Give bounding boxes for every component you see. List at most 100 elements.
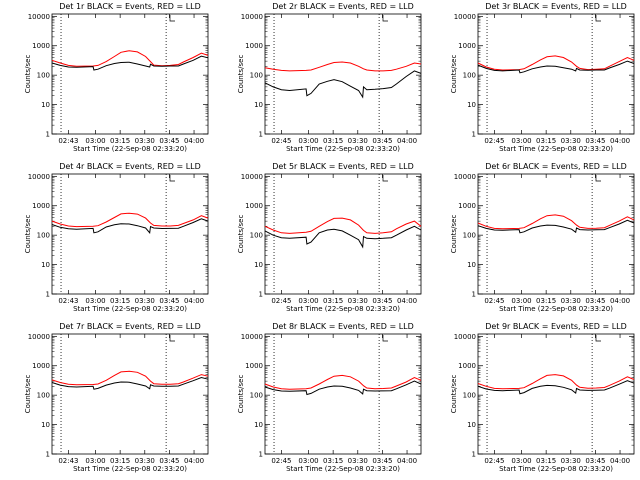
y-tick-label: 1: [472, 291, 476, 299]
y-tick-label: 10: [467, 421, 476, 429]
x-tick-label: 03:00: [85, 137, 105, 145]
legend-mark: [169, 175, 175, 182]
events-series-line: [477, 219, 635, 234]
x-tick-label: 03:45: [372, 297, 392, 305]
y-tick-label: 1000: [458, 202, 476, 210]
x-tick-label: 03:45: [159, 137, 179, 145]
x-tick-label: 02:45: [484, 457, 504, 465]
y-axis-label: Counts/sec: [24, 375, 32, 414]
y-tick-label: 100: [250, 392, 263, 400]
plot-frame: [264, 13, 422, 135]
y-tick-label: 100: [37, 232, 50, 240]
y-tick-label: 10000: [454, 173, 476, 181]
y-tick-label: 1000: [32, 202, 50, 210]
chart-title: Det 5r BLACK = Events, RED = LLD: [272, 162, 414, 171]
plot-frame: [477, 13, 635, 135]
x-tick-label: 03:30: [348, 457, 368, 465]
detector-chart-4: Det 4r BLACK = Events, RED = LLD 1 10 100 10…: [24, 162, 209, 313]
detector-panel-2: Det 2r BLACK = Events, RED = LLD 1 10 100 10…: [213, 0, 426, 160]
x-tick-label: 04:00: [397, 297, 417, 305]
y-tick-label: 10: [41, 261, 50, 269]
events-series-line: [51, 376, 209, 390]
x-tick-label: 03:45: [372, 137, 392, 145]
detector-panel-5: Det 5r BLACK = Events, RED = LLD 1 10 100 10…: [213, 160, 426, 320]
y-tick-label: 100: [463, 72, 476, 80]
x-axis-label: Start Time (22-Sep-08 02:33:20): [73, 145, 187, 153]
y-axis-label: Counts/sec: [237, 215, 245, 254]
x-tick-label: 03:00: [298, 137, 318, 145]
events-series-line: [264, 70, 422, 99]
x-tick-label: 04:00: [397, 457, 417, 465]
y-tick-label: 1000: [32, 42, 50, 50]
x-tick-label: 02:43: [58, 137, 78, 145]
x-axis-label: Start Time (22-Sep-08 02:33:20): [286, 465, 400, 473]
x-tick-label: 03:15: [110, 137, 130, 145]
y-tick-label: 1: [259, 131, 263, 139]
detector-panel-8: Det 8r BLACK = Events, RED = LLD 1 10 100 10…: [213, 320, 426, 480]
x-tick-label: 04:00: [184, 137, 204, 145]
chart-title: Det 1r BLACK = Events, RED = LLD: [59, 2, 201, 11]
x-tick-label: 03:15: [323, 137, 343, 145]
detector-chart-1: Det 1r BLACK = Events, RED = LLD 1 10 100 10…: [24, 2, 209, 153]
y-tick-label: 10: [467, 101, 476, 109]
plot-frame: [477, 333, 635, 455]
x-tick-label: 03:00: [511, 297, 531, 305]
lld-series-line: [264, 217, 422, 234]
detector-panel-4: Det 4r BLACK = Events, RED = LLD 1 10 100 10…: [0, 160, 213, 320]
y-tick-label: 10000: [454, 333, 476, 341]
x-tick-label: 03:15: [323, 457, 343, 465]
events-series-line: [51, 55, 209, 71]
lld-series-line: [51, 370, 209, 386]
y-tick-label: 10: [41, 421, 50, 429]
x-tick-label: 03:15: [536, 137, 556, 145]
x-tick-label: 02:43: [58, 457, 78, 465]
detector-panel-7: Det 7r BLACK = Events, RED = LLD 1 10 100 10…: [0, 320, 213, 480]
x-tick-label: 03:00: [85, 297, 105, 305]
chart-title: Det 7r BLACK = Events, RED = LLD: [59, 322, 201, 331]
y-tick-label: 10: [467, 261, 476, 269]
y-axis-label: Counts/sec: [24, 215, 32, 254]
x-tick-label: 03:45: [159, 457, 179, 465]
plot-frame: [51, 13, 209, 135]
x-axis-label: Start Time (22-Sep-08 02:33:20): [499, 305, 613, 313]
chart-title: Det 4r BLACK = Events, RED = LLD: [59, 162, 201, 171]
x-tick-label: 03:15: [536, 297, 556, 305]
x-tick-label: 03:45: [585, 457, 605, 465]
x-axis-label: Start Time (22-Sep-08 02:33:20): [73, 465, 187, 473]
y-axis-label: Counts/sec: [450, 55, 458, 94]
x-tick-label: 03:45: [372, 457, 392, 465]
x-tick-label: 04:00: [610, 297, 630, 305]
y-tick-label: 100: [463, 232, 476, 240]
plot-frame: [477, 173, 635, 295]
y-tick-label: 10000: [241, 173, 263, 181]
lld-series-line: [477, 374, 635, 390]
x-tick-label: 02:45: [484, 137, 504, 145]
y-tick-label: 1: [259, 451, 263, 459]
lld-series-line: [51, 212, 209, 228]
legend-mark: [595, 335, 601, 342]
detector-chart-7: Det 7r BLACK = Events, RED = LLD 1 10 100 10…: [24, 322, 209, 473]
x-tick-label: 03:30: [135, 137, 155, 145]
x-tick-label: 03:30: [135, 297, 155, 305]
lld-series-line: [477, 214, 635, 230]
events-series-line: [51, 218, 209, 234]
y-axis-label: Counts/sec: [24, 55, 32, 94]
legend-mark: [169, 335, 175, 342]
x-axis-label: Start Time (22-Sep-08 02:33:20): [73, 305, 187, 313]
chart-title: Det 2r BLACK = Events, RED = LLD: [272, 2, 414, 11]
y-tick-label: 1000: [458, 362, 476, 370]
x-tick-label: 03:45: [159, 297, 179, 305]
legend-mark: [382, 335, 388, 342]
y-tick-label: 10000: [28, 173, 50, 181]
x-tick-label: 03:30: [561, 457, 581, 465]
x-tick-label: 03:15: [536, 457, 556, 465]
x-tick-label: 03:00: [511, 457, 531, 465]
chart-title: Det 9r BLACK = Events, RED = LLD: [485, 322, 627, 331]
y-tick-label: 1: [46, 131, 50, 139]
lld-series-line: [264, 61, 422, 72]
y-tick-label: 1000: [32, 362, 50, 370]
y-tick-label: 1: [259, 291, 263, 299]
x-tick-label: 03:00: [511, 137, 531, 145]
x-tick-label: 04:00: [610, 137, 630, 145]
y-tick-label: 1000: [458, 42, 476, 50]
